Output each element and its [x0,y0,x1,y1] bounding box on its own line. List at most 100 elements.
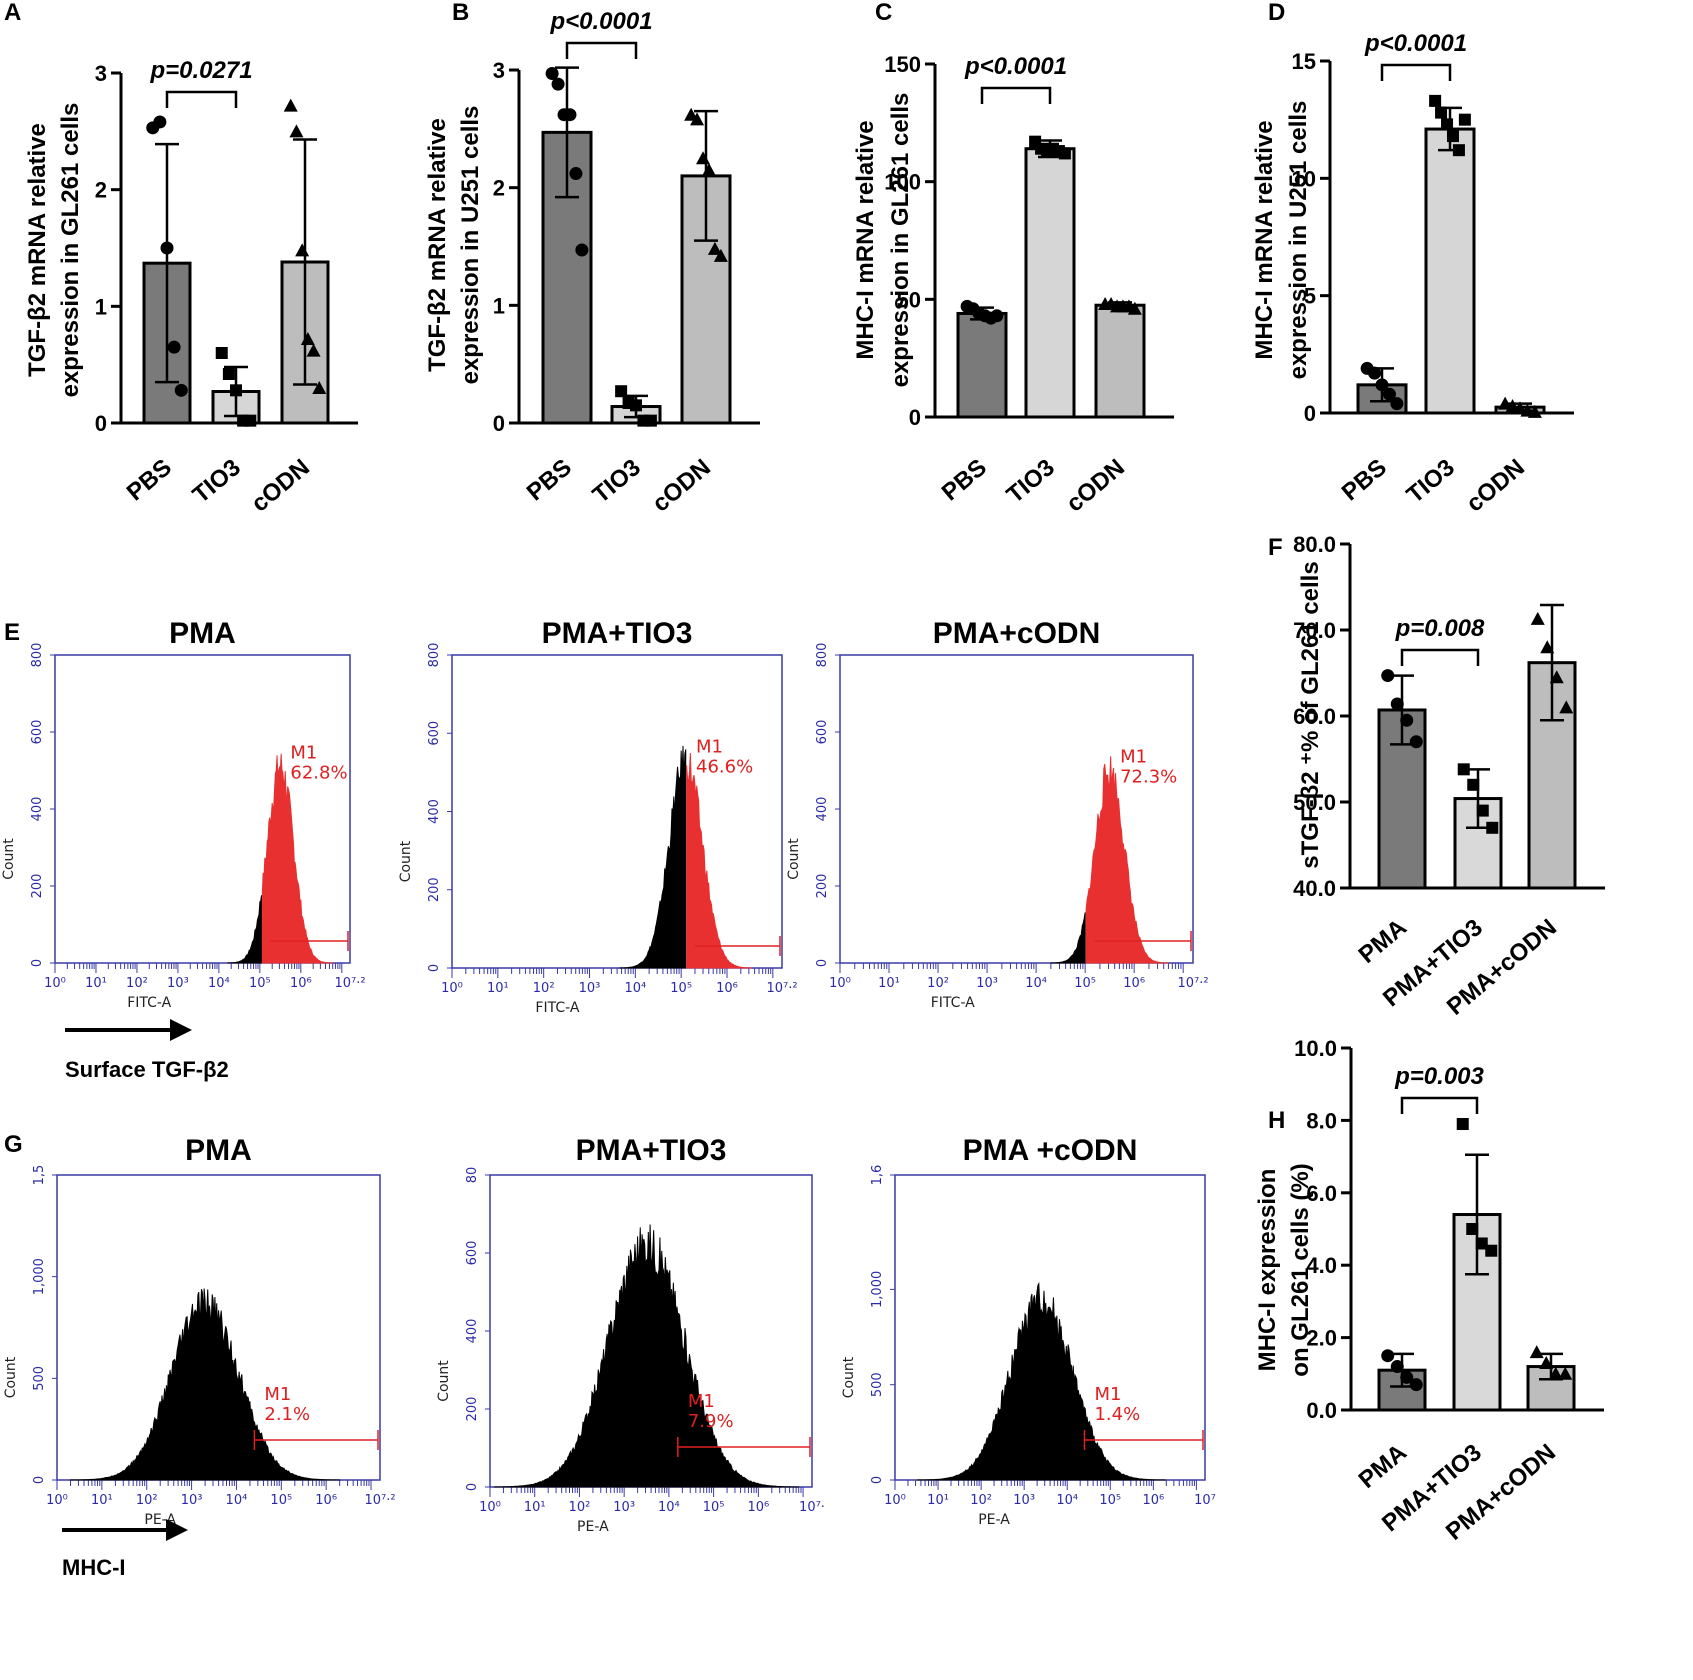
category-label: TIO3 [188,454,246,509]
y-axis-label: MHC-I expression [1254,1169,1281,1372]
data-point [306,343,321,357]
y-tick-label: 0 [870,1476,885,1484]
x-axis-label: PE-A [577,1519,609,1535]
data-point [1441,118,1454,131]
y-tick-label: 15 [1292,49,1316,74]
x-tick-label: 10⁶ [1142,1493,1164,1508]
data-point [167,340,181,354]
y-tick-label: 3 [493,58,505,83]
y-tick-label: 800 [815,643,830,668]
plot-frame [839,654,1194,964]
bar-pbs [541,130,593,425]
data-point [283,98,298,112]
panel-letter: F [1268,534,1283,561]
histogram-title: PMA+TIO3 [576,1134,727,1167]
data-point [312,381,327,394]
x-tick-label: 10⁶ [716,981,738,996]
y-axis-label: sTGF-β2 ⁺% of GL261 cells [1297,561,1324,868]
gate-marker: M1 [688,1391,715,1412]
p-value: p<0.0001 [549,8,652,35]
x-tick-label: 10¹ [487,981,509,996]
data-point [215,347,228,359]
x-tick-label: 10³ [167,976,189,991]
x-tick-label: 10⁷·² [766,981,797,996]
bar-tio3 [1424,127,1476,415]
significance-bracket [980,86,1052,104]
data-point [295,243,310,257]
x-tick-label: 10³ [181,1493,203,1508]
y-axis-label: on GL261 cells (%) [1287,1163,1314,1376]
data-point [551,77,565,91]
arrow-head [170,1019,192,1041]
x-tick-label: 10⁵ [1074,976,1096,991]
data-point [1381,669,1395,683]
x-tick-label: 10⁴ [624,981,646,996]
panel-h: H 0.0 2.0 4.0 6.0 8.0 10.0 MHC-I expression on G… [1254,1036,1604,1546]
x-tick-label: 10⁰ [441,981,463,996]
x-tick-label: 10⁴ [226,1493,248,1508]
panel-d: D 0 5 10 15 MHC-I mRNA relative expression in … [1251,0,1574,517]
x-tick-label: 10¹ [91,1493,113,1508]
data-point [1390,397,1404,411]
plot-frame [451,654,783,969]
histogram-positive [261,753,334,964]
panel-letter: C [875,0,892,26]
x-axis-label: FITC-A [931,995,975,1011]
y-tick-label: 200 [30,874,45,899]
data-point [1446,130,1459,143]
x-tick-label: 10² [533,981,555,996]
y-tick-label: 80 [465,1167,480,1184]
significance-bracket [565,41,638,59]
x-tick-label: 10⁰ [479,1500,501,1515]
arrow-label: MHC-I [62,1555,126,1580]
y-tick-label: 0 [493,411,505,436]
x-tick-label: 10¹ [85,976,107,991]
y-tick-label: 0 [465,1483,480,1491]
y-tick-label: 1,5 [32,1165,47,1186]
y-tick-label: 200 [815,874,830,899]
data-point [1529,1345,1544,1359]
data-point [1390,1360,1404,1374]
panel-g: G PMA 0 500 1,000 1,5 Count 10⁰ 10¹ 10² 10³ 10⁴ 10⁵ 1… [3,1131,1216,1580]
data-point [630,399,642,412]
y-tick-label: 2 [95,178,107,203]
y-tick-label: 0 [909,405,921,430]
data-point [1486,821,1499,834]
y-tick-label: 5 [1304,284,1316,309]
data-point [1368,366,1382,380]
y-tick-label: 80.0 [1293,532,1336,557]
y-tick-label: 0 [815,959,830,967]
y-tick-label: 150 [884,52,921,77]
data-point [1409,735,1423,749]
x-tick-label: 10¹ [927,1493,949,1508]
data-point [1559,700,1574,714]
x-tick-label: 10⁵ [670,981,692,996]
panel-letter: G [4,1131,23,1158]
x-tick-label: 10⁵ [249,976,271,991]
histogram-title: PMA [185,1134,252,1167]
x-tick-label: 10³ [1013,1493,1035,1508]
histogram-pma: PMA 0 500 1,000 1,5 Count 10⁰ 10¹ 10² 10³ 10⁴ 10⁵ 10… [3,1134,396,1528]
panel-e: E PMA 0 200 400 600 800 Count 10⁰ 10¹ 10² 10³ 10⁴ 10⁵… [1,617,1209,1082]
category-label: TIO3 [588,454,646,509]
y-tick-label: 1,000 [870,1271,885,1308]
data-point [615,385,628,398]
significance-bracket [1400,648,1480,666]
panel-letter: E [4,619,20,646]
panel-letter: A [4,0,21,26]
x-axis-label: FITC-A [127,995,171,1011]
x-tick-label: 10³ [613,1500,635,1515]
arrow-head [166,1519,188,1541]
data-point [1548,1366,1563,1380]
y-axis-label: expression in GL261 cells [57,103,84,398]
y-tick-label: 1 [493,293,505,318]
category-label: PMA [1354,914,1412,969]
category-label: cODN [647,454,715,518]
x-tick-label: 10⁵ [1099,1493,1121,1508]
histogram-title: PMA+cODN [933,617,1101,650]
x-tick-label: 10² [126,976,148,991]
y-axis-label: Count [841,1356,857,1398]
y-tick-label: 2 [493,176,505,201]
data-point [545,67,559,81]
x-axis-label: FITC-A [535,1000,579,1016]
